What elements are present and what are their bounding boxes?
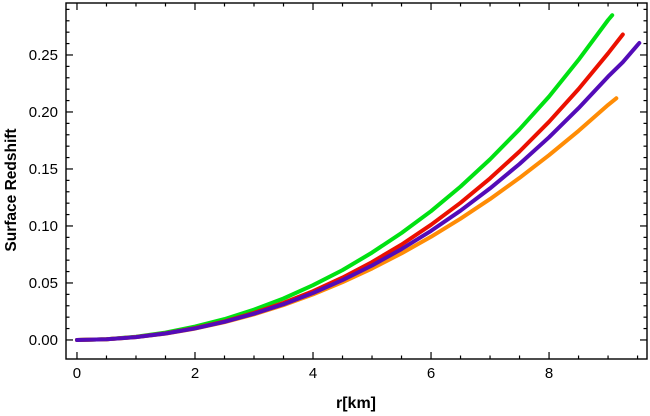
y-tick-label: 0.15: [29, 161, 58, 178]
axis-ticks: [66, 3, 647, 359]
x-tick-label: 4: [309, 365, 317, 382]
y-tick-label: 0.00: [29, 332, 58, 349]
curve-red: [75, 32, 625, 342]
y-tick-label: 0.05: [29, 275, 58, 292]
x-tick-label: 0: [73, 365, 81, 382]
x-tick-label: 6: [427, 365, 435, 382]
axis-tick-labels: 0 2 4 6 8 0.00 0.05 0.10 0.15 0.20 0.25: [29, 47, 553, 382]
x-tick-label: 8: [545, 365, 553, 382]
y-tick-label: 0.25: [29, 47, 58, 64]
data-curves: [75, 13, 642, 342]
curve-purple: [75, 41, 642, 342]
x-axis-label: r[km]: [336, 395, 376, 412]
curve-green: [75, 13, 615, 342]
y-axis-label: Surface Redshift: [3, 128, 20, 251]
plot-frame: [65, 2, 648, 360]
x-tick-label: 2: [191, 365, 199, 382]
y-tick-label: 0.10: [29, 218, 58, 235]
y-tick-label: 0.20: [29, 104, 58, 121]
